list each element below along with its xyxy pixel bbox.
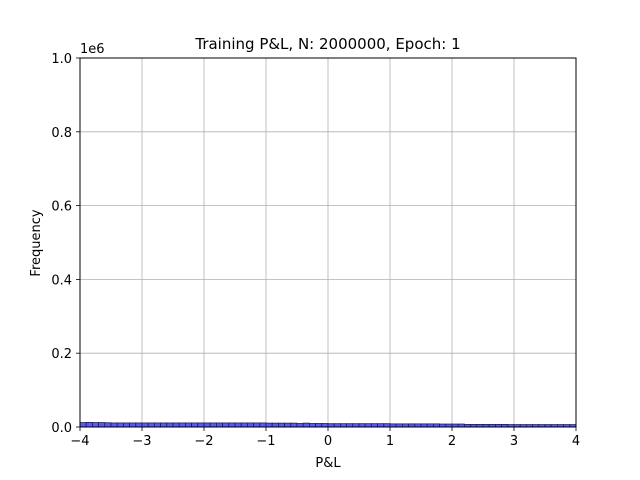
histogram-bar-3 [98,422,106,428]
x-axis-ticks: −4 −3 −2 −1 0 1 2 3 4 [70,427,580,449]
histogram-bar-24 [228,422,236,428]
histogram-bar-34 [290,422,298,428]
histogram-bar-38 [315,423,323,428]
histogram-bar-19 [197,422,205,428]
chart-title: Training P&L, N: 2000000, Epoch: 1 [194,35,460,53]
y-axis-offset-label: 1e6 [80,42,105,57]
grid-lines [79,57,577,428]
histogram-bar-14 [166,422,174,428]
histogram-bar-8 [129,422,137,428]
histogram-bar-9 [135,422,143,428]
histogram-bar-28 [253,422,261,428]
y-tick-label-5: 1.0 [51,52,72,67]
x-tick-label-0: −4 [70,434,89,449]
x-tick-label-7: 3 [510,434,518,449]
histogram-bar-37 [308,423,316,428]
histogram-bar-20 [203,422,211,428]
x-tick-label-5: 1 [386,434,394,449]
x-tick-label-4: 0 [324,434,332,449]
histogram-bar-27 [246,422,254,428]
histogram-bar-11 [147,422,155,428]
y-axis-label: Frequency [29,209,44,276]
y-tick-label-1: 0.2 [51,347,72,362]
histogram-bar-18 [191,422,199,428]
histogram-bar-31 [271,422,279,428]
histogram-bar-22 [215,422,223,428]
histogram-bar-10 [141,422,149,428]
histogram-bar-13 [160,422,168,428]
histogram-bar-33 [284,422,292,428]
histogram-bar-32 [277,422,285,428]
histogram-bar-7 [123,422,131,428]
y-tick-label-3: 0.6 [51,200,72,215]
x-tick-label-2: −2 [194,434,213,449]
histogram-bar-29 [259,422,267,428]
histogram-bar-15 [172,422,180,428]
x-tick-label-1: −3 [132,434,151,449]
y-tick-label-4: 0.8 [51,126,72,141]
histogram-bar-2 [92,422,100,428]
x-tick-label-6: 2 [448,434,456,449]
histogram-bar-21 [209,422,217,428]
histogram-bar-4 [104,422,112,428]
y-tick-label-2: 0.4 [51,273,72,288]
histogram-bar-5 [110,422,118,428]
histogram-bar-17 [184,422,192,428]
histogram-bar-16 [178,422,186,428]
x-tick-label-8: 4 [572,434,580,449]
histogram-bar-12 [153,422,161,428]
histogram-bar-30 [265,422,273,428]
histogram-bar-6 [116,422,124,428]
histogram-bar-0 [79,422,87,428]
histogram-bar-23 [222,422,230,428]
x-tick-label-3: −1 [256,434,275,449]
histogram-bar-39 [321,423,329,428]
histogram-bar-36 [302,422,310,428]
x-axis-label: P&L [315,456,341,471]
histogram-bar-26 [240,422,248,428]
histogram-bar-25 [234,422,242,428]
histogram-bar-1 [85,421,93,428]
y-axis-ticks: 0.0 0.2 0.4 0.6 0.8 1.0 [51,52,80,436]
y-tick-label-0: 0.0 [51,421,72,436]
histogram-bar-35 [296,423,304,428]
